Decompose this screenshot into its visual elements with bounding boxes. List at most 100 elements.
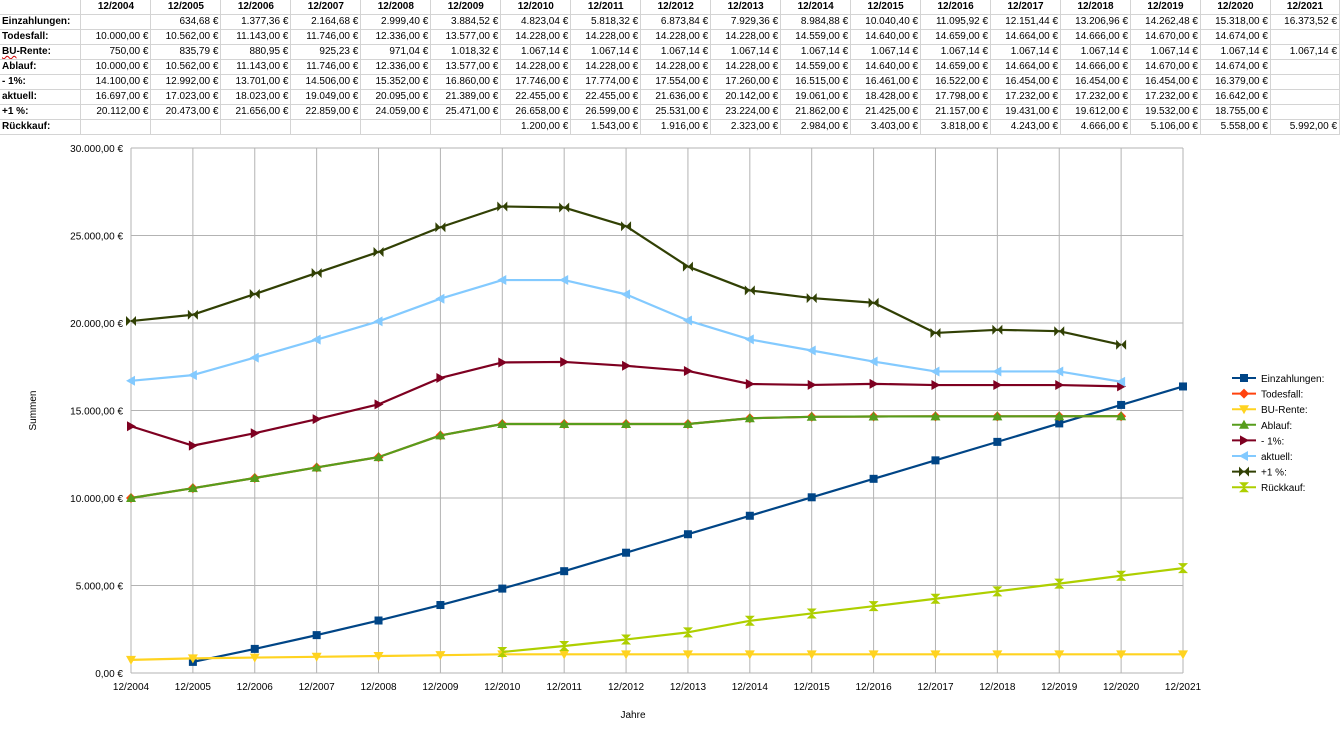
table-cell[interactable]: 4.823,04 € [500, 14, 572, 30]
table-cell[interactable]: 12.992,00 € [150, 74, 222, 90]
table-cell[interactable]: 835,79 € [150, 44, 222, 60]
table-cell[interactable]: 4.666,00 € [1060, 119, 1131, 135]
table-cell[interactable]: 19.049,00 € [290, 89, 362, 105]
table-cell[interactable]: 12.336,00 € [360, 29, 432, 45]
table-cell[interactable]: 19.532,00 € [1130, 104, 1201, 120]
table-cell[interactable]: 14.559,00 € [780, 59, 852, 75]
column-header[interactable]: 12/2018 [1060, 0, 1131, 15]
row-label[interactable]: BU-Rente: [0, 44, 82, 60]
table-cell[interactable]: 16.522,00 € [920, 74, 992, 90]
table-cell[interactable] [1270, 89, 1340, 105]
row-label[interactable]: - 1%: [0, 74, 82, 90]
column-header[interactable]: 12/2021 [1270, 0, 1340, 15]
table-cell[interactable]: 14.228,00 € [640, 29, 712, 45]
table-cell[interactable]: 14.100,00 € [80, 74, 152, 90]
column-header[interactable]: 12/2007 [290, 0, 362, 15]
table-cell[interactable]: 11.143,00 € [220, 59, 292, 75]
table-cell[interactable]: 16.454,00 € [1060, 74, 1131, 90]
table-cell[interactable]: 18.428,00 € [850, 89, 922, 105]
table-cell[interactable]: 16.697,00 € [80, 89, 152, 105]
table-cell[interactable]: 14.659,00 € [920, 59, 992, 75]
table-cell[interactable]: 17.232,00 € [990, 89, 1062, 105]
table-cell[interactable]: 14.664,00 € [990, 59, 1062, 75]
table-cell[interactable]: 25.471,00 € [430, 104, 502, 120]
row-label[interactable]: Rückkauf: [0, 119, 82, 135]
table-cell[interactable]: 16.860,00 € [430, 74, 502, 90]
table-cell[interactable]: 2.323,00 € [710, 119, 782, 135]
table-cell[interactable] [1270, 29, 1340, 45]
table-cell[interactable]: 26.658,00 € [500, 104, 572, 120]
row-label[interactable]: Todesfall: [0, 29, 82, 45]
table-cell[interactable]: 14.659,00 € [920, 29, 992, 45]
table-cell[interactable]: 1.067,14 € [990, 44, 1062, 60]
table-cell[interactable]: 16.454,00 € [990, 74, 1062, 90]
column-header[interactable]: 12/2012 [640, 0, 712, 15]
table-cell[interactable] [150, 119, 222, 135]
table-cell[interactable]: 17.232,00 € [1130, 89, 1201, 105]
table-cell[interactable]: 1.067,14 € [640, 44, 712, 60]
table-cell[interactable]: 1.067,14 € [780, 44, 852, 60]
table-cell[interactable] [360, 119, 432, 135]
table-cell[interactable]: 634,68 € [150, 14, 222, 30]
table-cell[interactable]: 1.377,36 € [220, 14, 292, 30]
table-cell[interactable]: 21.425,00 € [850, 104, 922, 120]
table-cell[interactable]: 20.095,00 € [360, 89, 432, 105]
table-cell[interactable] [430, 119, 502, 135]
table-cell[interactable]: 14.670,00 € [1130, 29, 1201, 45]
table-cell[interactable]: 1.067,14 € [850, 44, 922, 60]
row-label[interactable]: +1 %: [0, 104, 82, 120]
table-cell[interactable]: 14.228,00 € [570, 29, 642, 45]
table-cell[interactable]: 25.531,00 € [640, 104, 712, 120]
table-cell[interactable]: 14.228,00 € [710, 29, 782, 45]
table-cell[interactable]: 971,04 € [360, 44, 432, 60]
table-cell[interactable] [1270, 59, 1340, 75]
column-header[interactable]: 12/2013 [710, 0, 782, 15]
table-cell[interactable] [220, 119, 292, 135]
table-cell[interactable]: 10.040,40 € [850, 14, 922, 30]
table-cell[interactable]: 7.929,36 € [710, 14, 782, 30]
table-cell[interactable]: 19.061,00 € [780, 89, 852, 105]
table-cell[interactable]: 22.859,00 € [290, 104, 362, 120]
table-cell[interactable]: 10.562,00 € [150, 29, 222, 45]
table-cell[interactable]: 5.818,32 € [570, 14, 642, 30]
table-cell[interactable]: 5.992,00 € [1270, 119, 1340, 135]
table-cell[interactable]: 1.543,00 € [570, 119, 642, 135]
table-cell[interactable]: 19.612,00 € [1060, 104, 1131, 120]
column-header[interactable]: 12/2017 [990, 0, 1062, 15]
column-header[interactable]: 12/2019 [1130, 0, 1201, 15]
table-cell[interactable]: 14.640,00 € [850, 59, 922, 75]
table-cell[interactable]: 8.984,88 € [780, 14, 852, 30]
table-cell[interactable]: 22.455,00 € [570, 89, 642, 105]
table-cell[interactable]: 11.143,00 € [220, 29, 292, 45]
table-cell[interactable]: 23.224,00 € [710, 104, 782, 120]
table-cell[interactable]: 880,95 € [220, 44, 292, 60]
table-cell[interactable]: 20.142,00 € [710, 89, 782, 105]
table-cell[interactable]: 17.798,00 € [920, 89, 992, 105]
column-header[interactable]: 12/2020 [1200, 0, 1271, 15]
table-cell[interactable]: 15.352,00 € [360, 74, 432, 90]
table-cell[interactable]: 1.067,14 € [500, 44, 572, 60]
table-cell[interactable]: 750,00 € [80, 44, 152, 60]
table-cell[interactable]: 14.228,00 € [500, 29, 572, 45]
table-cell[interactable]: 14.228,00 € [500, 59, 572, 75]
table-cell[interactable]: 14.670,00 € [1130, 59, 1201, 75]
table-cell[interactable]: 1.067,14 € [1060, 44, 1131, 60]
column-header[interactable]: 12/2016 [920, 0, 992, 15]
table-cell[interactable]: 17.774,00 € [570, 74, 642, 90]
table-cell[interactable]: 26.599,00 € [570, 104, 642, 120]
table-cell[interactable]: 16.373,52 € [1270, 14, 1340, 30]
table-cell[interactable]: 1.018,32 € [430, 44, 502, 60]
table-cell[interactable]: 11.746,00 € [290, 59, 362, 75]
table-cell[interactable]: 19.431,00 € [990, 104, 1062, 120]
table-cell[interactable]: 13.577,00 € [430, 29, 502, 45]
table-cell[interactable]: 1.067,14 € [1200, 44, 1271, 60]
table-cell[interactable]: 5.558,00 € [1200, 119, 1271, 135]
table-cell[interactable]: 1.067,14 € [920, 44, 992, 60]
table-cell[interactable]: 4.243,00 € [990, 119, 1062, 135]
table-cell[interactable]: 22.455,00 € [500, 89, 572, 105]
table-cell[interactable] [1270, 74, 1340, 90]
table-cell[interactable]: 17.232,00 € [1060, 89, 1131, 105]
table-cell[interactable]: 1.067,14 € [570, 44, 642, 60]
table-cell[interactable]: 3.818,00 € [920, 119, 992, 135]
table-cell[interactable] [80, 14, 152, 30]
